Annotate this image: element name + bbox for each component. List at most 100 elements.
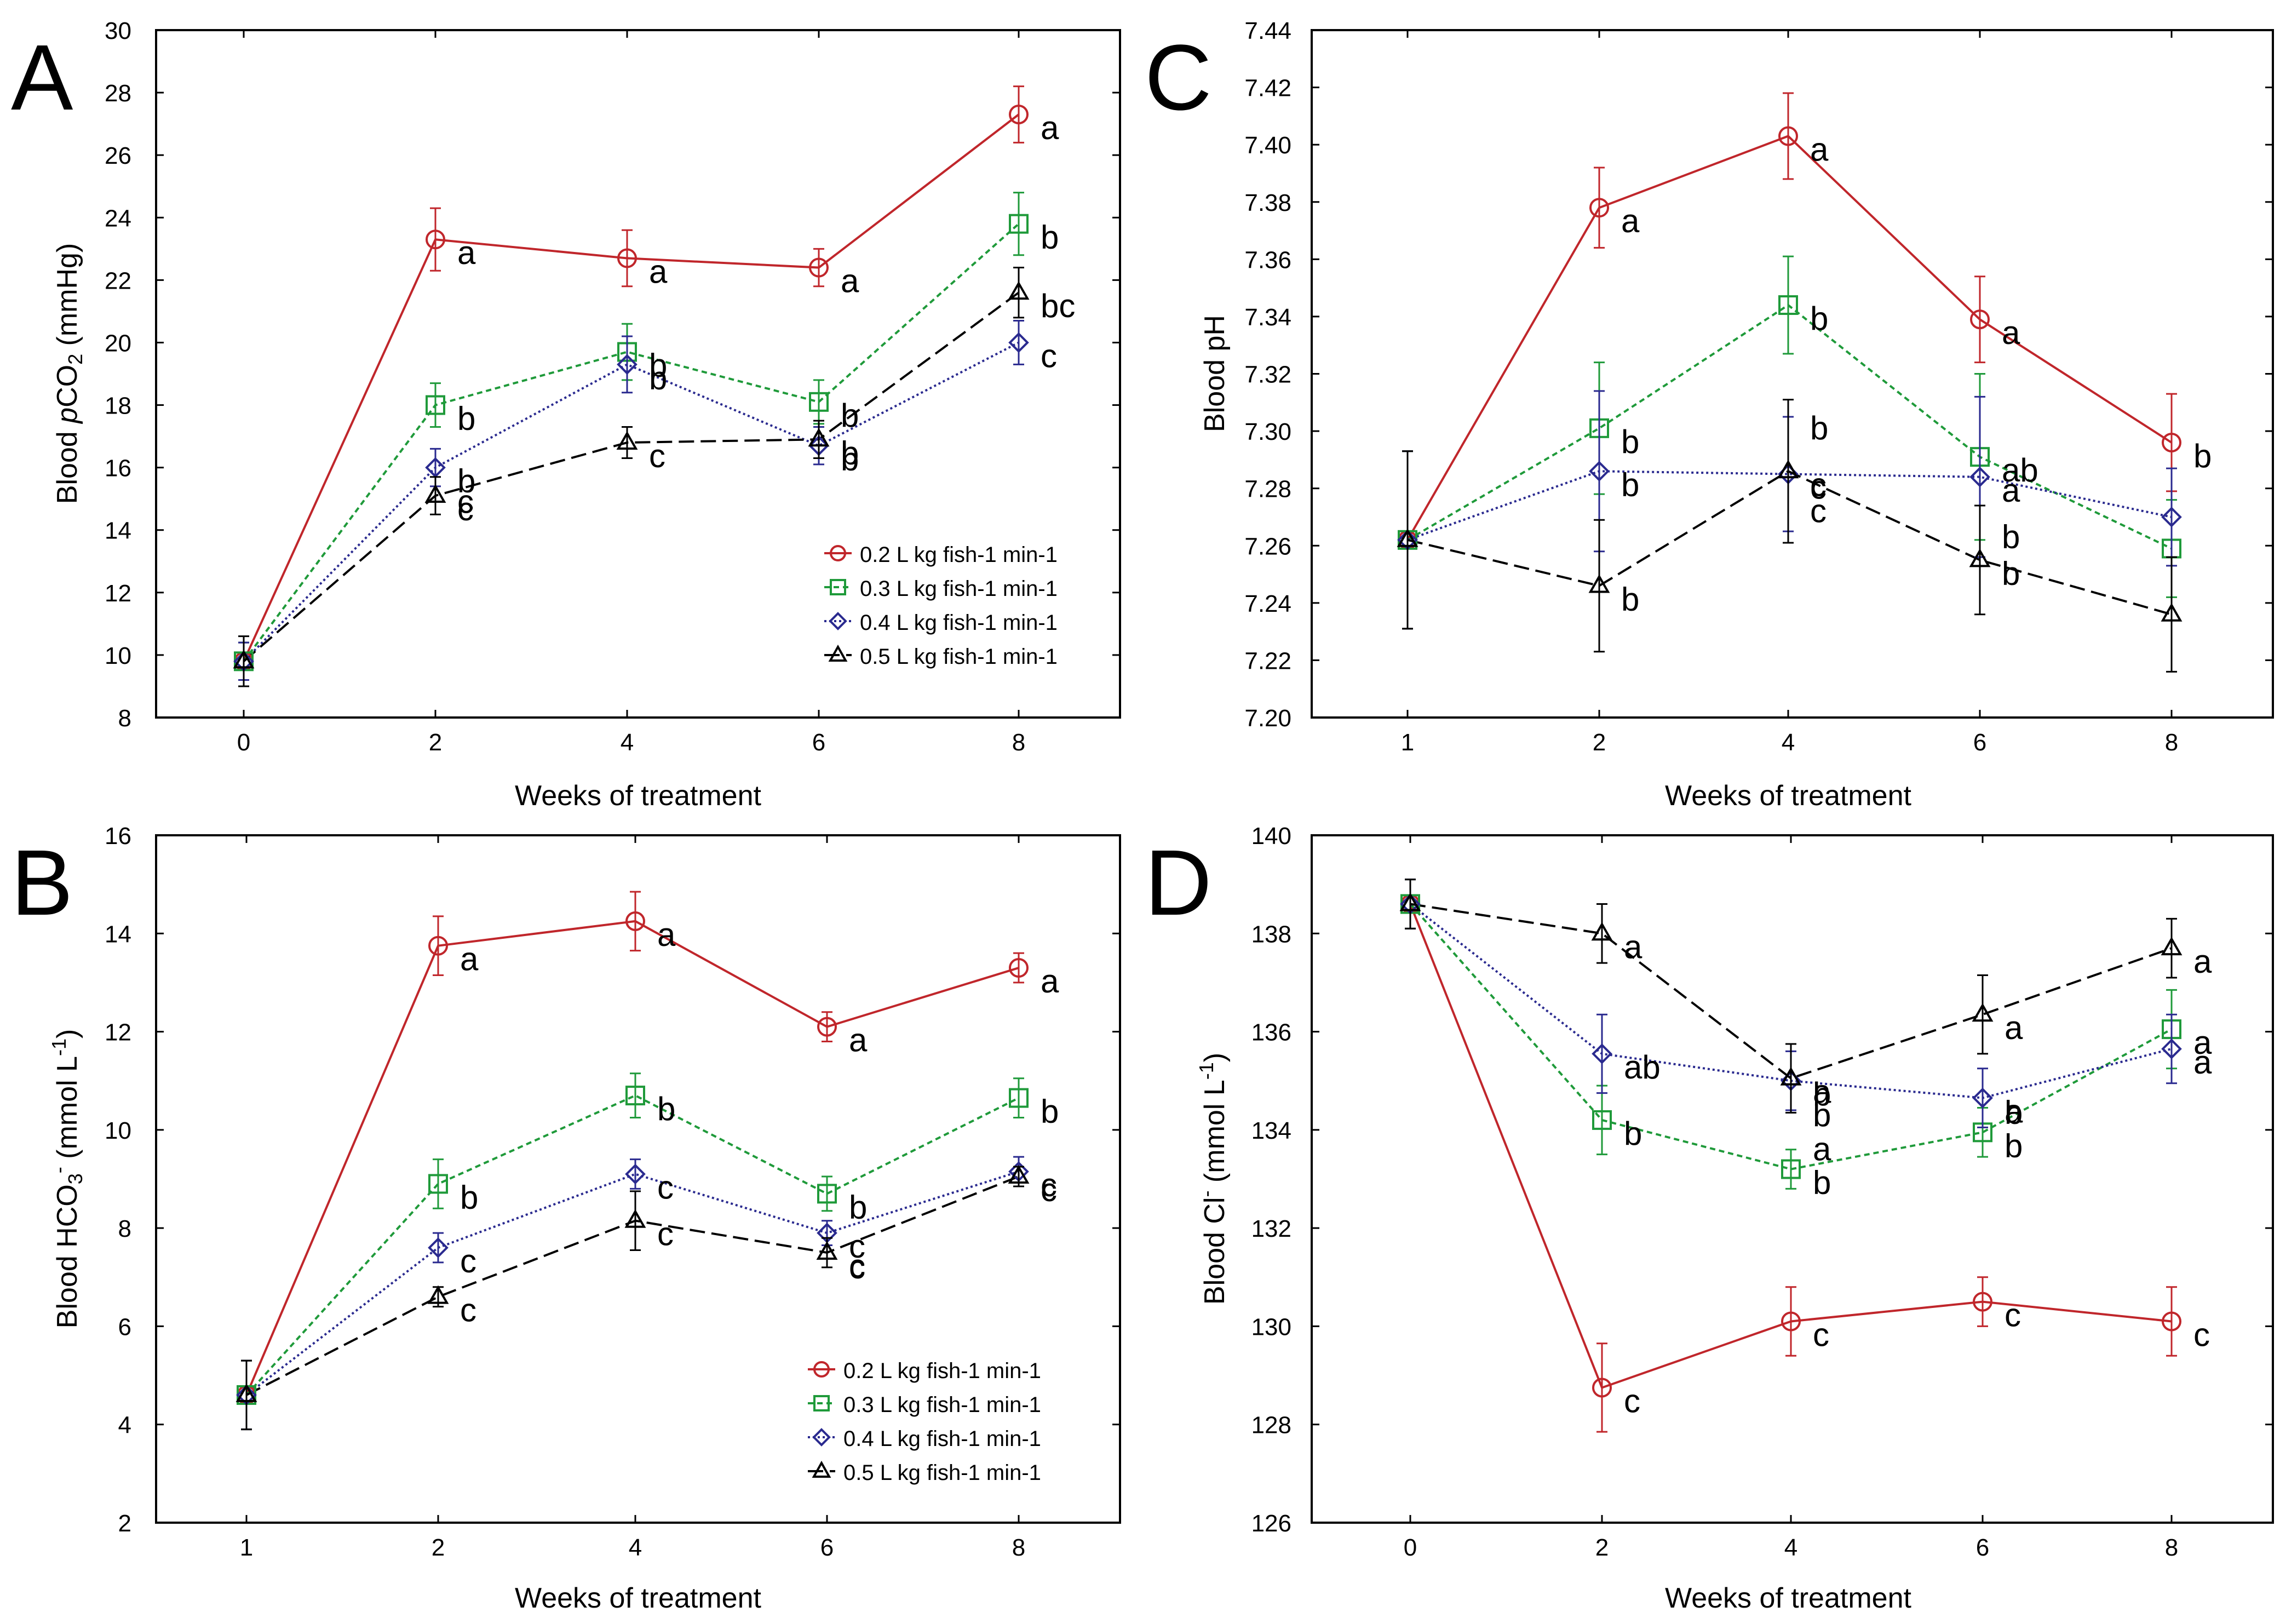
significance-label: ab [1624, 1049, 1661, 1086]
x-tick-label: 0 [237, 729, 250, 756]
significance-label: b [1813, 1164, 1831, 1201]
significance-label: a [1810, 131, 1829, 168]
x-tick-label: 0 [1404, 1534, 1417, 1561]
legend-item: 0.4 L kg fish-1 min-1 [824, 611, 1058, 635]
data-point [617, 248, 637, 268]
y-tick-label: 7.38 [1244, 190, 1291, 216]
data-point [1589, 198, 1609, 218]
data-point [2161, 937, 2183, 956]
legend: 0.2 L kg fish-1 min-1 0.3 L kg fish-1 mi… [808, 1359, 1041, 1485]
y-tick-label: 16 [105, 455, 131, 482]
significance-label: b [2002, 555, 2020, 592]
y-tick-label: 10 [105, 642, 131, 669]
x-tick-label: 4 [1784, 1534, 1797, 1561]
significance-label: b [841, 441, 859, 478]
y-tick-label: 12 [105, 1019, 131, 1046]
data-point [1008, 1164, 1030, 1184]
legend: 0.2 L kg fish-1 min-1 0.3 L kg fish-1 mi… [824, 543, 1058, 669]
y-tick-label: 7.36 [1244, 246, 1291, 273]
significance-label: c [849, 1249, 865, 1286]
data-point [428, 936, 448, 956]
series-line [243, 291, 1020, 662]
y-tick-label: 7.40 [1244, 132, 1291, 159]
significance-label: a [657, 916, 676, 953]
data-point [1592, 1378, 1612, 1398]
y-tick-label: 14 [105, 518, 131, 544]
y-tick-label: 7.24 [1244, 590, 1291, 617]
significance-label: c [457, 491, 474, 527]
significance-label: b [2005, 1127, 2023, 1164]
series-line [245, 1094, 1019, 1396]
significance-label: a [2193, 1024, 2212, 1061]
y-tick-label: 18 [105, 393, 131, 420]
data-point [1972, 1003, 1994, 1022]
series-line [1409, 903, 2172, 1170]
significance-label: a [2002, 472, 2020, 509]
significance-label: c [460, 1292, 476, 1329]
x-tick-label: 4 [629, 1534, 642, 1561]
x-tick-label: 8 [2165, 729, 2178, 756]
x-tick-label: 6 [820, 1534, 834, 1561]
data-point [617, 354, 638, 375]
significance-label: b [657, 1091, 675, 1127]
data-point [625, 1163, 646, 1185]
data-point [1781, 1311, 1801, 1332]
y-axis-label: Blood HCO3- (mmol L-1) [48, 1029, 87, 1329]
legend-label: 0.3 L kg fish-1 min-1 [860, 577, 1058, 601]
significance-label: c [1041, 337, 1057, 374]
legend-label: 0.4 L kg fish-1 min-1 [843, 1427, 1041, 1451]
legend-label: 0.5 L kg fish-1 min-1 [843, 1461, 1041, 1485]
significance-label: a [1041, 963, 1059, 1000]
panel-c: C Weeks of treatment Blood pH 7.207.227.… [1145, 18, 2274, 812]
y-tick-label: 136 [1251, 1019, 1291, 1046]
y-tick-label: 128 [1251, 1412, 1291, 1439]
significance-label: b [841, 434, 859, 471]
significance-label: c [457, 483, 474, 520]
data-point [1589, 461, 1610, 482]
significance-label: a [2002, 314, 2020, 351]
x-tick-label: 8 [2165, 1534, 2178, 1561]
data-point [624, 1209, 646, 1228]
data-point [816, 1241, 838, 1260]
significance-label: c [1810, 493, 1827, 530]
plot-area [1311, 834, 2274, 1524]
data-point [1592, 1043, 1612, 1064]
significance-label: a [457, 234, 476, 271]
x-tick-label: 6 [1973, 729, 1986, 756]
data-point [616, 431, 638, 450]
data-point [424, 484, 446, 503]
significance-label: b [457, 463, 475, 500]
y-tick-label: 7.34 [1244, 304, 1291, 331]
x-tick-label: 2 [429, 729, 442, 756]
y-axis-label: Blood pCO2 (mmHg) [51, 243, 87, 504]
y-tick-label: 7.26 [1244, 533, 1291, 560]
significance-label: bc [1041, 288, 1075, 324]
significance-label: b [849, 1189, 867, 1225]
significance-label: c [1041, 1167, 1057, 1203]
significance-label: a [1813, 1131, 1831, 1168]
significance-label: c [1810, 469, 1827, 506]
y-tick-label: 140 [1251, 823, 1291, 850]
y-tick-label: 4 [118, 1412, 131, 1439]
significance-label: b [1621, 581, 1639, 617]
x-tick-label: 2 [1593, 729, 1606, 756]
significance-label: c [657, 1169, 674, 1206]
significance-label: a [649, 253, 668, 290]
x-tick-label: 2 [432, 1534, 445, 1561]
legend-item: 0.5 L kg fish-1 min-1 [824, 644, 1058, 669]
data-point [1008, 281, 1030, 300]
significance-label: a [2005, 1093, 2023, 1130]
significance-label: c [1813, 1316, 1829, 1353]
significance-label: c [649, 438, 665, 474]
significance-label: b [1810, 300, 1828, 337]
data-point [428, 1174, 448, 1194]
x-tick-label: 4 [621, 729, 634, 756]
significance-label: a [460, 941, 479, 978]
data-point [1008, 332, 1029, 353]
significance-label: b [2005, 1094, 2023, 1131]
data-point [1591, 922, 1613, 941]
panel-a: A Weeks of treatment Blood pCO2 (mmHg) 8… [11, 18, 1121, 812]
x-tick-label: 8 [1012, 1534, 1025, 1561]
